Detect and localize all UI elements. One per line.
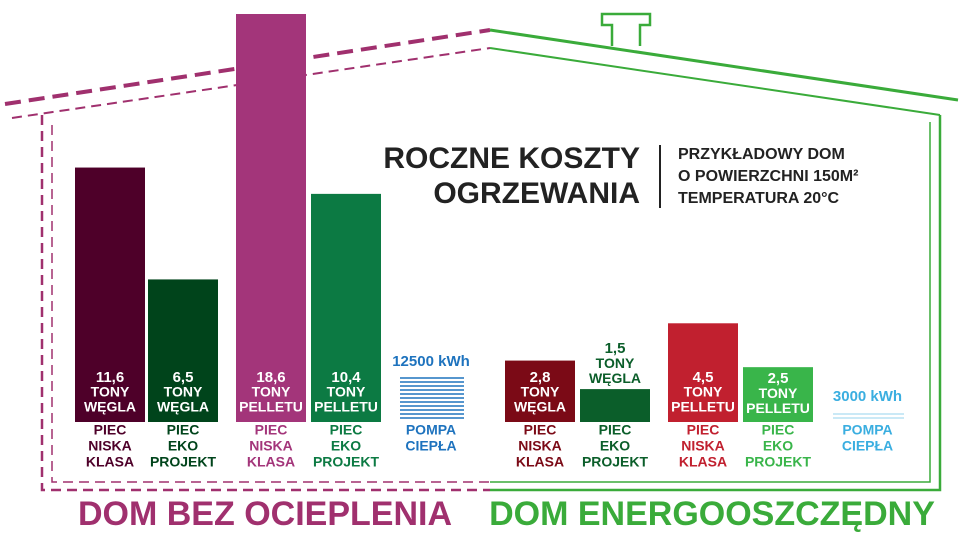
category-label: POMPA [842, 422, 892, 438]
category-label: PIEC [687, 422, 720, 438]
category-label: PIEC [524, 422, 557, 438]
fuel-label: WĘGLA [84, 399, 136, 415]
group-title: DOM BEZ OCIEPLENIA [78, 495, 452, 533]
unit-label: TONY [327, 384, 366, 400]
unit-label: TONY [684, 384, 723, 400]
category-label: EKO [168, 438, 198, 454]
group-title: DOM ENERGOOSZCZĘDNY [489, 495, 935, 533]
pompa-icon [400, 378, 464, 418]
category-label: CIEPŁA [842, 438, 893, 454]
category-label: EKO [763, 438, 793, 454]
category-label: POMPA [406, 422, 456, 438]
bar [580, 389, 650, 422]
chart-subtitle: TEMPERATURA 20°C [678, 190, 840, 207]
category-label: EKO [600, 438, 630, 454]
category-label: NISKA [249, 438, 293, 454]
category-label: CIEPŁA [405, 438, 456, 454]
fuel-label: WĘGLA [589, 370, 641, 386]
fuel-label: PELLETU [671, 399, 735, 415]
category-label: PROJEKT [313, 454, 380, 470]
category-label: PIEC [255, 422, 288, 438]
unit-label: TONY [164, 384, 203, 400]
value-label: 12500 kWh [392, 353, 470, 370]
unit-label: TONY [521, 384, 560, 400]
category-label: PROJEKT [582, 454, 649, 470]
house-outline [5, 14, 958, 490]
category-label: KLASA [516, 454, 564, 470]
unit-label: TONY [91, 384, 130, 400]
category-label: NISKA [681, 438, 725, 454]
fuel-label: PELLETU [746, 400, 810, 416]
fuel-label: PELLETU [239, 399, 303, 415]
bar [236, 14, 306, 422]
category-label: PIEC [599, 422, 632, 438]
page: {"chart_data": {"type": "bar", "title": … [0, 0, 963, 536]
fuel-label: PELLETU [314, 399, 378, 415]
unit-label: TONY [759, 385, 798, 401]
category-label: KLASA [86, 454, 134, 470]
category-label: NISKA [518, 438, 562, 454]
category-label: KLASA [679, 454, 727, 470]
category-label: KLASA [247, 454, 295, 470]
unit-label: TONY [252, 384, 291, 400]
chart-title: OGRZEWANIA [433, 177, 640, 210]
fuel-label: WĘGLA [157, 399, 209, 415]
category-label: PIEC [94, 422, 127, 438]
category-label: PIEC [330, 422, 363, 438]
category-label: PROJEKT [745, 454, 812, 470]
category-label: EKO [331, 438, 361, 454]
category-label: PIEC [762, 422, 795, 438]
chart-subtitle: PRZYKŁADOWY DOM [678, 146, 845, 163]
value-label: 3000 kWh [833, 388, 902, 405]
unit-label: TONY [596, 355, 635, 371]
pompa-icon [833, 414, 904, 418]
chart-title: ROCZNE KOSZTY [383, 142, 640, 175]
infographic: ROCZNE KOSZTYOGRZEWANIA PRZYKŁADOWY DOM O … [0, 0, 963, 536]
category-label: NISKA [88, 438, 132, 454]
fuel-label: WĘGLA [514, 399, 566, 415]
chart-subtitle: O POWIERZCHNI 150M² [678, 168, 858, 185]
category-label: PROJEKT [150, 454, 217, 470]
category-label: PIEC [167, 422, 200, 438]
